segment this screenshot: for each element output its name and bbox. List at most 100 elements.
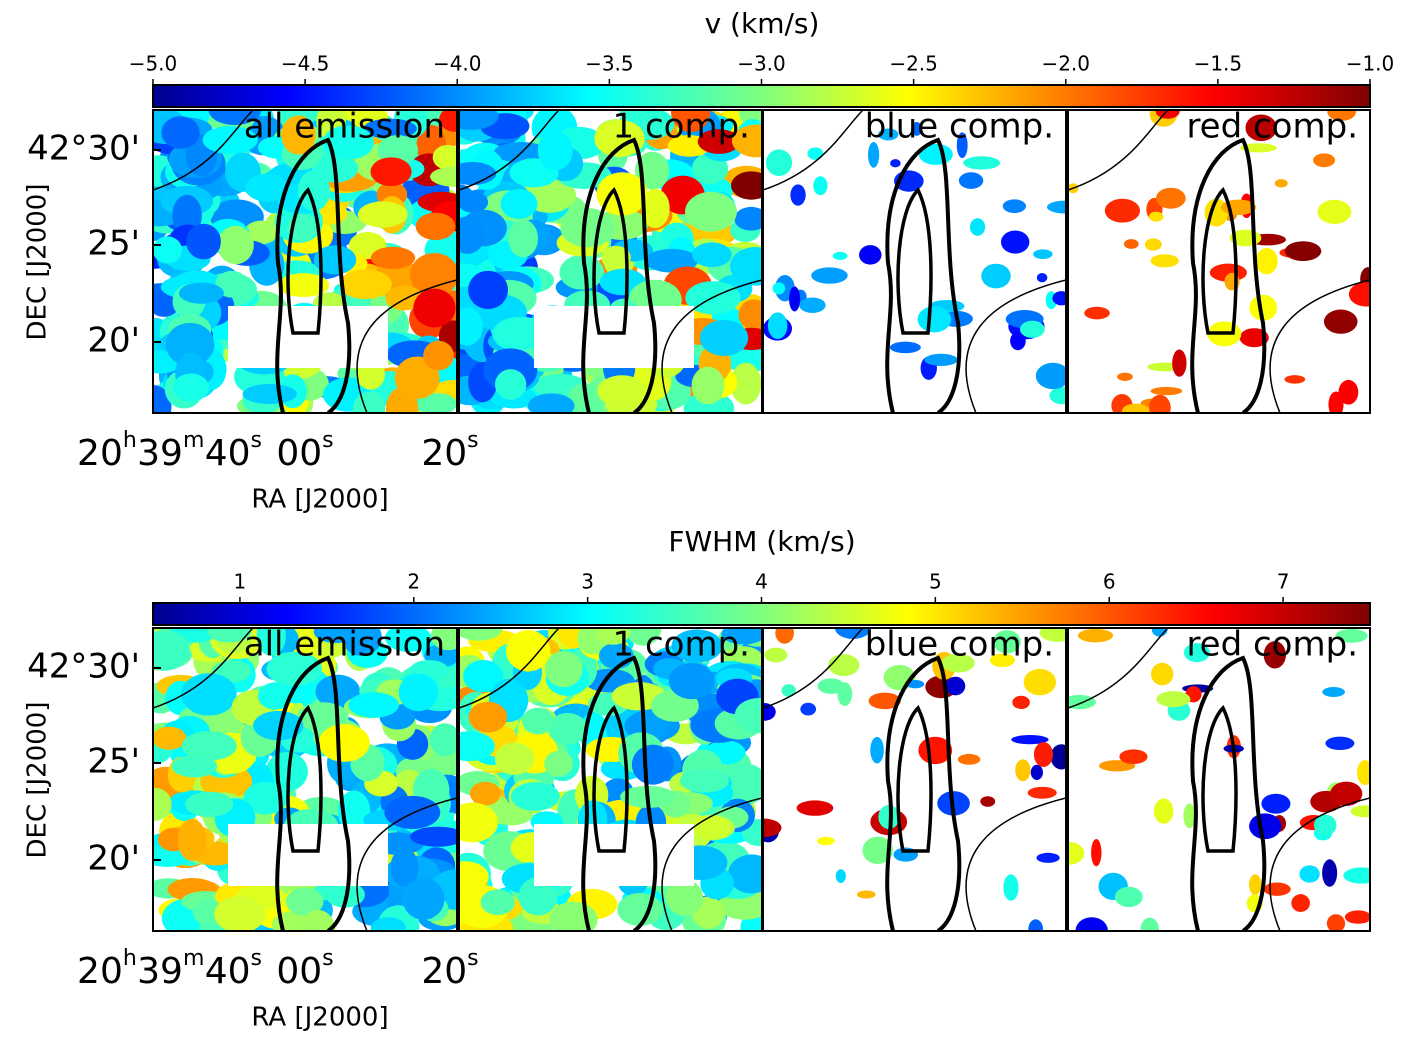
emission-patch: [1151, 387, 1183, 395]
emission-patch: [680, 769, 729, 793]
emission-patch: [1122, 404, 1150, 418]
emission-patch: [1149, 212, 1164, 222]
emission-patch: [371, 917, 406, 939]
emission-patch: [243, 384, 297, 404]
emission-patch: [481, 889, 515, 915]
emission-patch: [766, 149, 792, 176]
colorbar-tick-label: −1.5: [1194, 52, 1243, 76]
emission-patch: [1124, 239, 1139, 249]
x-tick-part: 20: [77, 951, 123, 992]
emission-patch: [1350, 805, 1380, 817]
emission-patch: [549, 902, 597, 938]
emission-patch: [811, 267, 848, 283]
x-tick-part: s: [322, 946, 333, 971]
emission-patch: [370, 157, 411, 186]
emission-patch: [924, 354, 958, 366]
colorbar-tick-label: −2.0: [1041, 52, 1090, 76]
emission-patch: [768, 312, 788, 339]
colorbar: [153, 603, 1370, 625]
emission-patch: [1034, 742, 1053, 767]
emission-patch: [468, 271, 508, 309]
emission-patch: [981, 264, 1010, 289]
colorbar-tick-label: −4.0: [433, 52, 482, 76]
colorbar: [153, 85, 1370, 107]
emission-patch: [1149, 395, 1171, 421]
emission-patch: [1015, 759, 1030, 781]
emission-patch: [1031, 765, 1043, 780]
x-tick-part: h: [123, 428, 137, 453]
x-tick-label: 00s: [276, 428, 333, 474]
emission-patch: [1115, 887, 1143, 907]
emission-patch: [1249, 813, 1281, 839]
emission-patch: [1078, 629, 1113, 643]
emission-patch: [1003, 199, 1026, 213]
x-axis-label: RA [J2000]: [251, 485, 388, 515]
emission-patch: [348, 692, 399, 718]
emission-patch: [1343, 867, 1380, 883]
emission-patch: [495, 743, 535, 775]
emission-patch: [152, 727, 186, 750]
emission-patch: [339, 269, 391, 299]
emission-patch: [817, 837, 834, 846]
emission-patch: [1020, 321, 1045, 338]
emission-patch: [353, 392, 385, 427]
colorbar-tick-label: −1.0: [1346, 52, 1395, 76]
emission-patch: [1036, 363, 1070, 389]
x-tick-part: 20: [421, 951, 467, 992]
emission-patch: [153, 236, 182, 263]
x-tick-label: 20h 39m 40s: [77, 428, 262, 474]
emission-patch: [870, 737, 884, 764]
emission-patch: [186, 224, 221, 260]
colorbar-tick-label: 2: [407, 570, 420, 594]
y-tick-label: 25': [87, 224, 140, 264]
emission-patch: [1151, 663, 1173, 686]
emission-patch: [1249, 874, 1261, 895]
emission-patch: [1285, 241, 1322, 261]
y-axis-label: DEC [J2000]: [23, 702, 53, 859]
x-tick-part: 00: [276, 951, 322, 992]
emission-patch: [789, 286, 800, 311]
emission-patch: [836, 869, 846, 883]
colorbar-label: FWHM (km/s): [668, 525, 855, 558]
emission-patch: [185, 792, 233, 817]
emission-patch: [161, 116, 199, 149]
emission-patch: [728, 854, 775, 893]
emission-patch: [790, 184, 805, 205]
emission-patch: [597, 375, 647, 407]
emission-patch: [833, 252, 848, 260]
emission-patch: [548, 713, 588, 745]
emission-patch: [980, 796, 995, 807]
emission-patch: [1291, 894, 1310, 912]
emission-patch: [1263, 883, 1290, 896]
y-tick-label: 42°30': [27, 129, 140, 169]
emission-patch: [1145, 238, 1162, 250]
emission-patch: [545, 651, 583, 687]
emission-patch: [764, 648, 787, 663]
emission-patch: [1324, 310, 1358, 334]
emission-patch: [1036, 853, 1059, 863]
emission-patch: [544, 751, 573, 777]
emission-patch: [1084, 307, 1110, 320]
x-tick-part: h: [123, 946, 137, 971]
panel-title: 1 comp.: [613, 107, 750, 147]
emission-patch: [800, 703, 816, 716]
panel-title: red comp.: [1186, 625, 1358, 665]
emission-patch: [1047, 201, 1082, 214]
emission-patch: [857, 890, 876, 898]
map-panel: [1068, 101, 1383, 421]
emission-patch: [731, 171, 771, 199]
emission-patch: [501, 189, 538, 219]
colorbar-tick-label: 5: [929, 570, 942, 594]
x-tick-part: 39: [137, 433, 183, 474]
emission-patch: [807, 147, 823, 160]
x-tick-part: 20: [77, 433, 123, 474]
x-tick-part: 40: [205, 951, 251, 992]
colorbar-tick-label: −2.5: [889, 52, 938, 76]
y-axis-label: DEC [J2000]: [23, 184, 53, 341]
emission-patch: [691, 815, 731, 840]
emission-patch: [1261, 794, 1290, 814]
emission-patch: [1003, 874, 1018, 900]
emission-patch: [522, 708, 554, 735]
emission-patch: [1349, 282, 1383, 306]
